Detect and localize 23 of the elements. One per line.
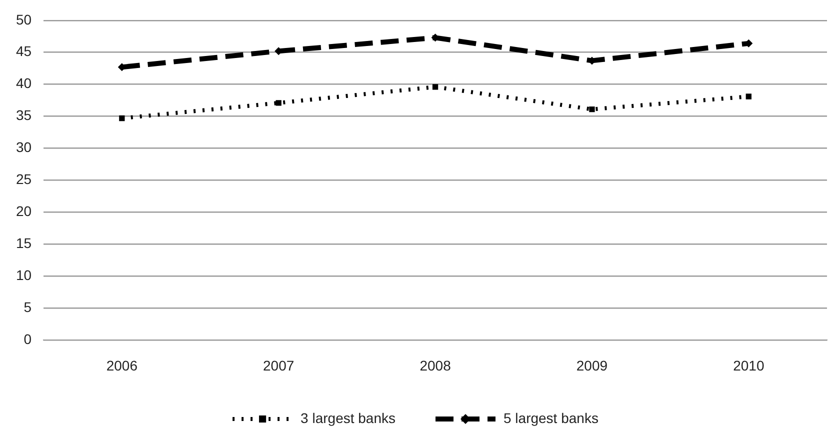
x-tick-label: 2009: [576, 357, 608, 374]
y-tick-label: 10: [16, 267, 32, 284]
x-tick-label: 2006: [106, 357, 138, 374]
y-tick-label: 30: [16, 139, 32, 156]
y-tick-label: 20: [16, 203, 32, 220]
legend-label: 5 largest banks: [504, 410, 598, 426]
x-tick-label: 2008: [420, 357, 452, 374]
point: [589, 106, 595, 112]
point: [276, 100, 282, 106]
legend-label: 3 largest banks: [300, 410, 396, 426]
y-tick-label: 35: [16, 107, 32, 124]
y-tick-label: 5: [24, 299, 32, 316]
y-tick-label: 40: [16, 75, 32, 92]
y-tick-label: 45: [16, 43, 32, 60]
y-tick-label: 25: [16, 171, 32, 188]
y-tick-label: 50: [16, 11, 32, 28]
point: [746, 94, 752, 100]
x-tick-label: 2007: [263, 357, 294, 374]
y-tick-label: 15: [16, 235, 32, 252]
x-tick-label: 2010: [733, 357, 764, 374]
point: [119, 115, 125, 122]
point: [432, 84, 438, 90]
y-tick-label: 0: [24, 331, 32, 348]
